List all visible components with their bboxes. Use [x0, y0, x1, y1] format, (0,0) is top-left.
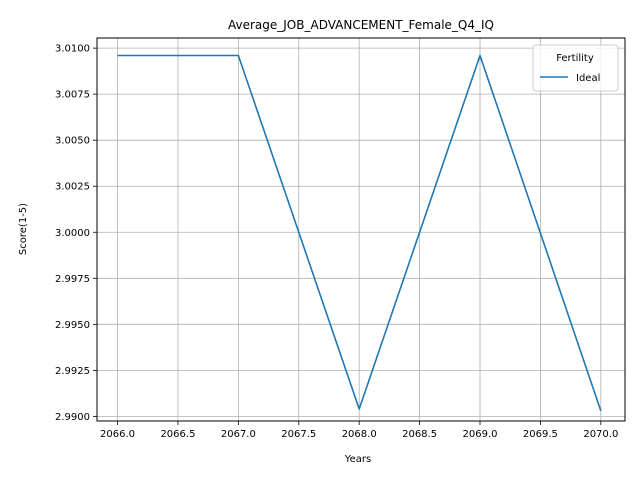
legend-box — [532, 44, 619, 92]
y-tick-label: 2.9925 — [55, 366, 90, 377]
y-axis-ticks: 2.9900 2.9925 2.9950 2.9975 3.0000 3.0025 3.00… — [55, 44, 97, 423]
x-tick-label: 2069.0 — [463, 429, 498, 440]
y-tick-label: 2.9975 — [55, 274, 90, 285]
series-line-ideal — [117, 54, 602, 412]
y-tick-label: 2.9900 — [55, 412, 90, 423]
x-tick-label: 2068.5 — [402, 429, 437, 440]
x-tick-label: 2070.0 — [583, 429, 618, 440]
legend: Fertility Ideal — [532, 44, 619, 92]
plot-frame — [96, 37, 626, 422]
chart-title: Average_JOB_ADVANCEMENT_Female_Q4_IQ — [228, 18, 494, 32]
x-tick-label: 2068.0 — [342, 429, 377, 440]
y-tick-label: 3.0050 — [55, 136, 90, 147]
y-tick-label: 2.9950 — [55, 320, 90, 331]
x-axis-label: Years — [344, 454, 371, 465]
x-tick-label: 2067.5 — [281, 429, 316, 440]
y-axis-label: Score(1-5) — [18, 203, 29, 255]
y-tick-label: 3.0100 — [55, 44, 90, 55]
grid — [97, 38, 625, 421]
y-tick-label: 3.0000 — [55, 228, 90, 239]
legend-entry-ideal: Ideal — [576, 73, 600, 84]
x-tick-label: 2066.0 — [100, 429, 135, 440]
x-tick-label: 2066.5 — [160, 429, 195, 440]
y-tick-label: 3.0025 — [55, 182, 90, 193]
legend-title: Fertility — [556, 53, 594, 64]
x-axis-ticks: 2066.0 2066.5 2067.0 2067.5 2068.0 2068.5 2069… — [100, 421, 618, 440]
y-tick-label: 3.0075 — [55, 90, 90, 101]
x-tick-label: 2067.0 — [221, 429, 256, 440]
series-lines — [117, 54, 602, 412]
x-tick-label: 2069.5 — [523, 429, 558, 440]
